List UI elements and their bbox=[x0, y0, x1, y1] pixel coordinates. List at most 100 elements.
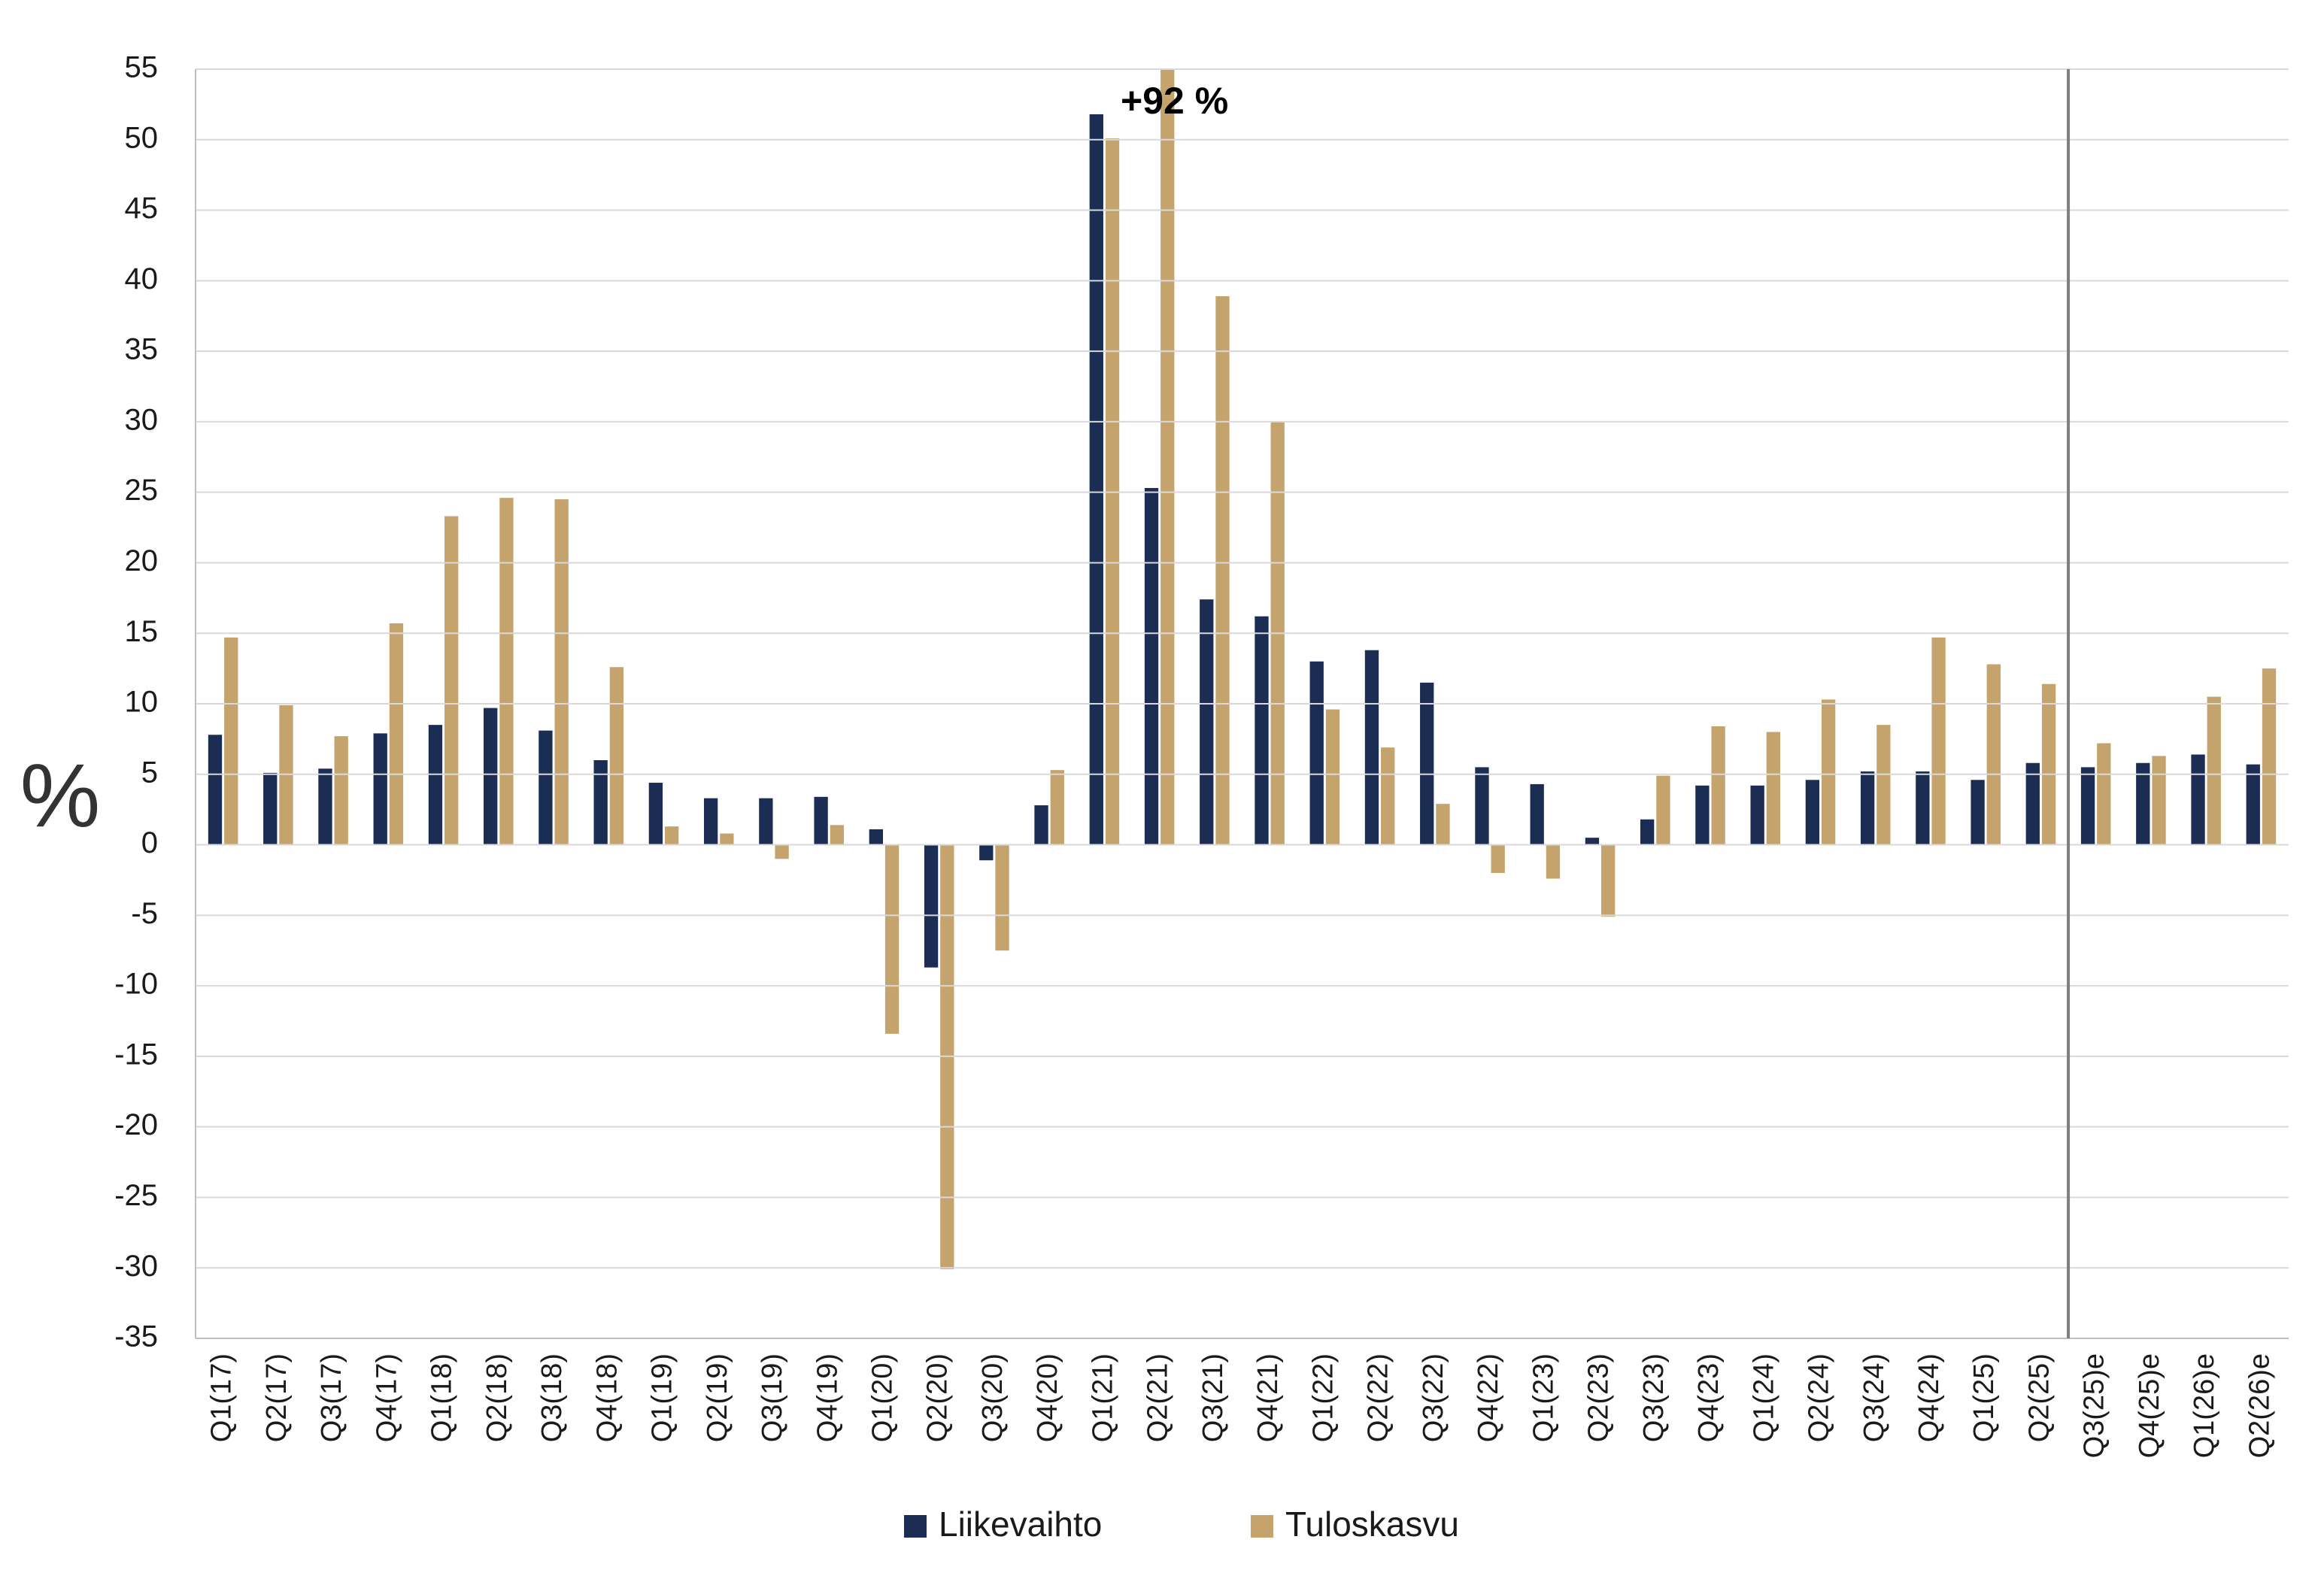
bar bbox=[1255, 616, 1269, 845]
bar bbox=[1766, 732, 1781, 845]
x-tick-label: Q4(25)e bbox=[2134, 1353, 2165, 1458]
bar bbox=[1530, 783, 1544, 845]
x-tick-label: Q2(26)e bbox=[2244, 1353, 2275, 1458]
bar bbox=[1546, 844, 1561, 879]
x-tick-label: Q3(25)e bbox=[2079, 1353, 2110, 1458]
bar bbox=[720, 833, 734, 845]
x-tick-label: Q3(21) bbox=[1197, 1353, 1229, 1442]
bar bbox=[1309, 661, 1324, 845]
y-tick-label: -30 bbox=[114, 1250, 158, 1283]
bar bbox=[484, 708, 498, 845]
bar bbox=[2136, 762, 2150, 845]
legend-swatch bbox=[904, 1515, 927, 1538]
legend-swatch bbox=[1251, 1515, 1273, 1538]
bar bbox=[1144, 488, 1159, 845]
y-tick-label: 40 bbox=[125, 262, 159, 295]
x-tick-label: Q1(21) bbox=[1087, 1353, 1118, 1442]
legend-label: Tuloskasvu bbox=[1285, 1505, 1459, 1544]
y-tick-label: 5 bbox=[141, 756, 158, 789]
y-axis-label: % bbox=[20, 746, 101, 847]
x-tick-label: Q1(24) bbox=[1748, 1353, 1779, 1442]
y-tick-label: -10 bbox=[114, 968, 158, 1001]
y-tick-label: 55 bbox=[125, 51, 159, 84]
bar bbox=[373, 733, 387, 845]
bar bbox=[775, 844, 789, 859]
x-tick-label: Q2(17) bbox=[261, 1353, 293, 1442]
y-tick-label: 15 bbox=[125, 615, 159, 648]
x-tick-label: Q1(20) bbox=[866, 1353, 898, 1442]
x-tick-label: Q3(18) bbox=[536, 1353, 568, 1442]
x-tick-label: Q4(24) bbox=[1913, 1353, 1945, 1442]
bar bbox=[1200, 599, 1214, 845]
y-tick-label: -20 bbox=[114, 1108, 158, 1141]
bar bbox=[2041, 683, 2056, 845]
bar bbox=[1436, 804, 1450, 845]
bar bbox=[1916, 771, 1930, 845]
y-tick-label: 0 bbox=[141, 826, 158, 859]
x-tick-label: Q1(18) bbox=[426, 1353, 458, 1442]
bar bbox=[1491, 844, 1505, 874]
bar bbox=[1364, 650, 1379, 845]
bar bbox=[1089, 114, 1103, 845]
bar bbox=[1420, 682, 1434, 845]
bar bbox=[703, 798, 718, 845]
annotation: +92 % bbox=[1121, 80, 1228, 122]
bar bbox=[1640, 819, 1655, 845]
bar bbox=[979, 844, 994, 861]
bar bbox=[318, 768, 332, 845]
bar bbox=[1601, 844, 1616, 917]
bar bbox=[759, 798, 773, 845]
bar bbox=[334, 736, 348, 845]
x-tick-label: Q4(19) bbox=[812, 1353, 843, 1442]
bar bbox=[2025, 762, 2040, 845]
bar bbox=[664, 826, 679, 845]
bar bbox=[1325, 709, 1340, 845]
x-tick-label: Q2(21) bbox=[1142, 1353, 1174, 1442]
bar bbox=[1821, 699, 1836, 845]
x-tick-label: Q2(22) bbox=[1363, 1353, 1394, 1442]
x-tick-label: Q1(19) bbox=[647, 1353, 678, 1442]
x-tick-label: Q1(17) bbox=[206, 1353, 238, 1442]
x-tick-label: Q4(20) bbox=[1032, 1353, 1063, 1442]
x-tick-label: Q3(20) bbox=[977, 1353, 1009, 1442]
x-tick-label: Q2(20) bbox=[922, 1353, 954, 1442]
bar bbox=[1160, 69, 1175, 845]
bar bbox=[609, 667, 624, 845]
bar bbox=[1695, 785, 1710, 845]
bar bbox=[1381, 747, 1395, 845]
bar bbox=[428, 725, 443, 845]
bar bbox=[2152, 756, 2166, 845]
y-tick-label: 50 bbox=[125, 121, 159, 154]
bar bbox=[1711, 726, 1725, 845]
x-tick-label: Q2(19) bbox=[702, 1353, 733, 1442]
bar bbox=[444, 516, 459, 845]
bar bbox=[924, 844, 939, 968]
bar bbox=[814, 796, 828, 845]
bar bbox=[2207, 696, 2221, 845]
x-tick-label: Q1(22) bbox=[1307, 1353, 1339, 1442]
y-tick-label: -15 bbox=[114, 1038, 158, 1071]
legend-label: Liikevaihto bbox=[939, 1505, 1102, 1544]
y-tick-label: 20 bbox=[125, 544, 159, 577]
bar bbox=[2262, 668, 2277, 845]
x-tick-label: Q1(23) bbox=[1528, 1353, 1559, 1442]
x-tick-label: Q4(23) bbox=[1693, 1353, 1725, 1442]
y-tick-label: 45 bbox=[125, 192, 159, 225]
x-tick-label: Q2(24) bbox=[1804, 1353, 1835, 1442]
bar bbox=[1986, 664, 2001, 845]
bar bbox=[499, 498, 514, 845]
bar bbox=[830, 825, 844, 845]
x-tick-label: Q3(17) bbox=[316, 1353, 347, 1442]
bar bbox=[1034, 805, 1048, 845]
bar bbox=[869, 829, 883, 845]
bar bbox=[1656, 775, 1670, 845]
bar bbox=[593, 760, 608, 845]
bar bbox=[389, 623, 404, 845]
bar bbox=[884, 844, 900, 1034]
bar bbox=[554, 499, 569, 845]
bar bbox=[224, 637, 238, 845]
y-tick-label: -5 bbox=[131, 897, 158, 930]
x-tick-label: Q3(19) bbox=[757, 1353, 788, 1442]
bar bbox=[1215, 295, 1230, 845]
bar bbox=[995, 844, 1009, 951]
